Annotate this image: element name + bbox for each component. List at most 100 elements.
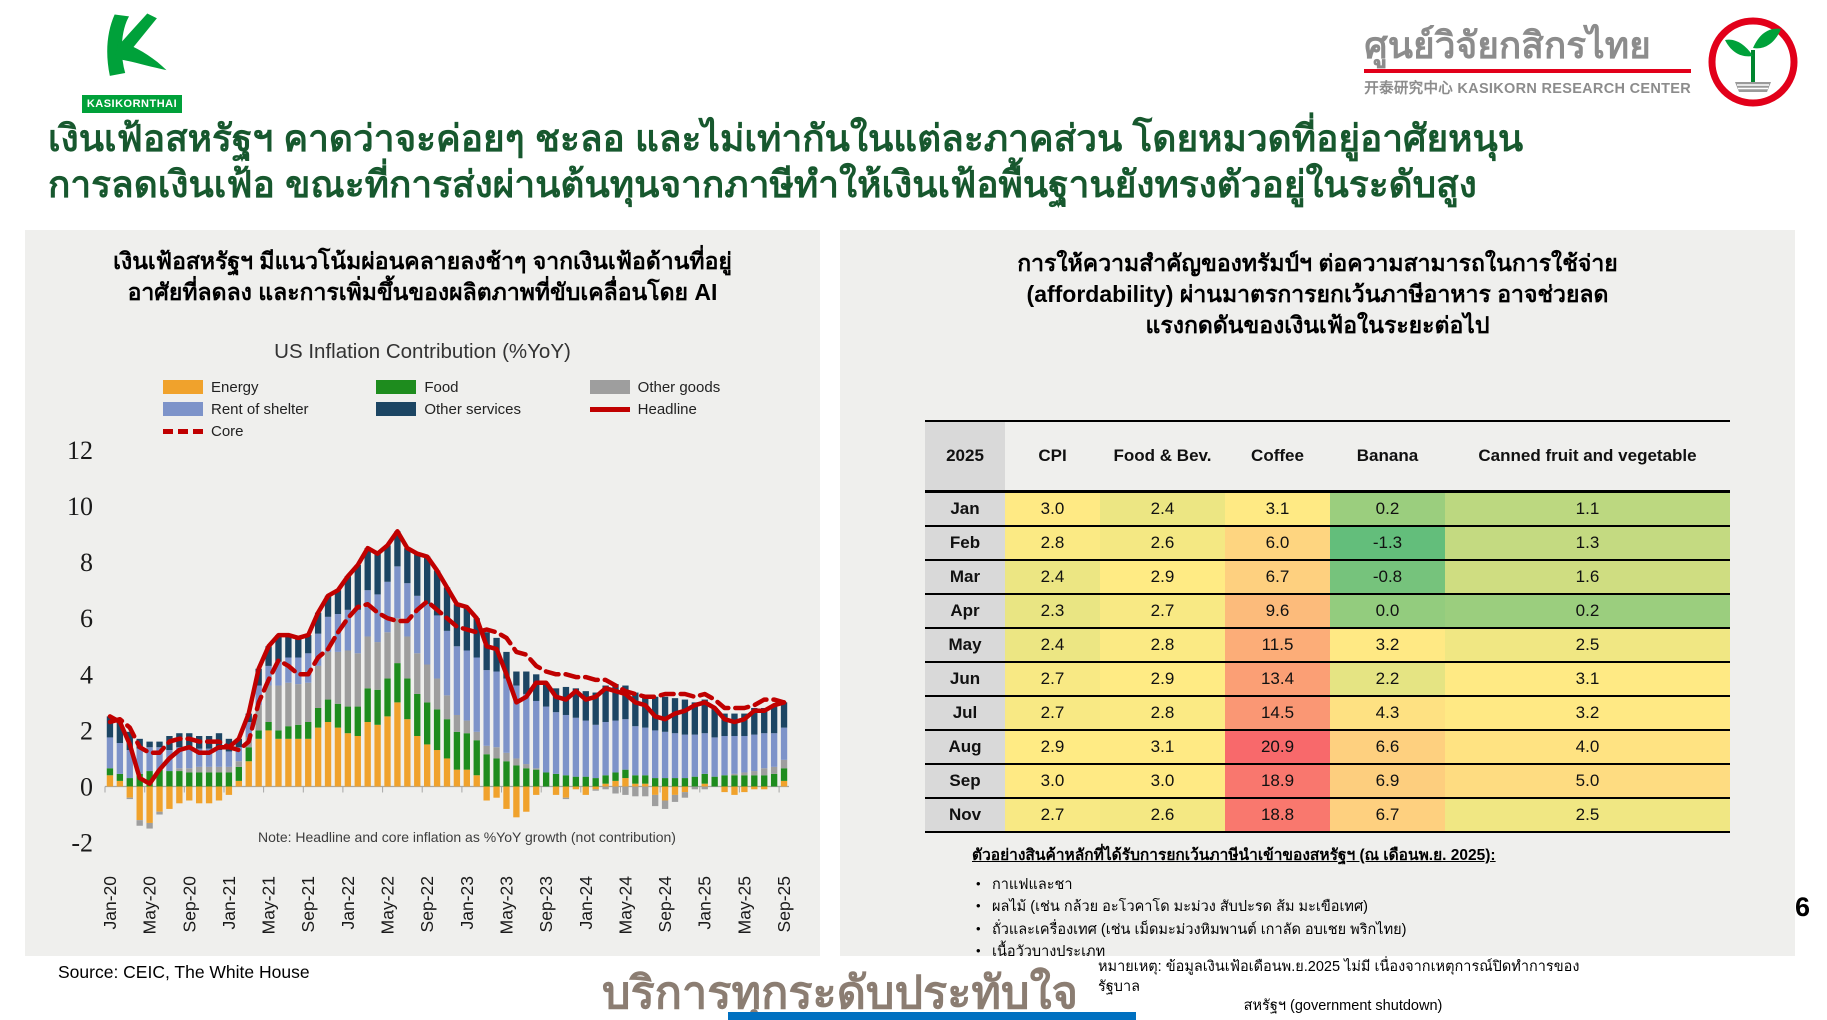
- value-cell: 0.0: [1330, 594, 1445, 629]
- table-row: Jun 2.7 2.9 13.4 2.2 3.1: [925, 662, 1730, 697]
- value-cell: 1.6: [1445, 560, 1730, 595]
- value-cell: 2.7: [1005, 798, 1100, 833]
- value-cell: 3.0: [1005, 764, 1100, 799]
- value-cell: 3.0: [1100, 764, 1225, 799]
- value-cell: 3.1: [1225, 491, 1330, 527]
- value-cell: 6.6: [1330, 730, 1445, 765]
- month-cell: Sep: [925, 764, 1005, 799]
- svg-text:Sep-22: Sep-22: [417, 876, 437, 932]
- value-cell: 4.0: [1445, 730, 1730, 765]
- legend-swatch: [376, 402, 417, 416]
- svg-text:Jan-23: Jan-23: [457, 876, 477, 930]
- svg-text:0: 0: [80, 772, 93, 801]
- value-cell: 2.7: [1005, 662, 1100, 697]
- table-row: Jul 2.7 2.8 14.5 4.3 3.2: [925, 696, 1730, 731]
- column-header-cell: Food & Bev.: [1100, 420, 1225, 493]
- svg-text:Sep-20: Sep-20: [179, 876, 199, 933]
- table-row: Nov 2.7 2.6 18.8 6.7 2.5: [925, 798, 1730, 833]
- svg-text:8: 8: [80, 548, 93, 577]
- value-cell: 6.7: [1330, 798, 1445, 833]
- legend-swatch: [589, 380, 630, 394]
- bank-emblem-icon: [1708, 17, 1798, 107]
- red-rule: [1364, 68, 1691, 73]
- svg-text:Jan-21: Jan-21: [219, 876, 239, 930]
- svg-text:Sep-25: Sep-25: [774, 876, 794, 932]
- source-text: Source: CEIC, The White House: [58, 962, 310, 982]
- exemption-item: เนื้อวัวบางประเภท: [972, 941, 1712, 963]
- table-heading: การให้ความสำคัญของทรัมป์ฯ ต่อความสามารถใ…: [840, 248, 1795, 341]
- value-cell: 6.0: [1225, 526, 1330, 561]
- value-cell: 2.7: [1100, 594, 1225, 629]
- svg-text:May-22: May-22: [378, 876, 398, 934]
- value-cell: 0.2: [1330, 491, 1445, 527]
- month-cell: Jul: [925, 696, 1005, 731]
- svg-text:Jan-25: Jan-25: [695, 876, 715, 930]
- legend-swatch: [376, 380, 417, 394]
- chart-heading: เงินเฟ้อสหรัฐฯ มีแนวโน้มผ่อนคลายลงช้าๆ จ…: [25, 246, 820, 308]
- slide-title-line1: เงินเฟ้อสหรัฐฯ คาดว่าจะค่อยๆ ชะลอ และไม่…: [48, 118, 1524, 159]
- value-cell: 2.3: [1005, 594, 1100, 629]
- month-cell: Mar: [925, 560, 1005, 595]
- legend-item: Food: [376, 379, 589, 396]
- value-cell: 1.1: [1445, 491, 1730, 527]
- table-heading-line2: (affordability) ผ่านมาตรการยกเว้นภาษีอาห…: [1026, 281, 1609, 308]
- value-cell: 2.2: [1330, 662, 1445, 697]
- bottom-blue-bar: [728, 1012, 1136, 1020]
- k-logo-icon: [107, 13, 167, 76]
- table-row: Mar 2.4 2.9 6.7 -0.8 1.6: [925, 560, 1730, 595]
- value-cell: 2.5: [1445, 798, 1730, 833]
- table-header-row: 2025 CPI Food & Bev. Coffee Banana Canned fru…: [925, 420, 1730, 493]
- footer-note-line2: สหรัฐฯ (government shutdown): [1243, 998, 1443, 1015]
- value-cell: 20.9: [1225, 730, 1330, 765]
- chart-heading-line2: อาศัยที่ลดลง และการเพิ่มขึ้นของผลิตภาพที…: [127, 279, 718, 306]
- value-cell: 2.6: [1100, 526, 1225, 561]
- value-cell: 2.8: [1005, 526, 1100, 561]
- table-row: Apr 2.3 2.7 9.6 0.0 0.2: [925, 594, 1730, 629]
- year-header-cell: 2025: [925, 420, 1005, 493]
- legend-label: Other services: [424, 400, 522, 418]
- legend-label: Other goods: [637, 378, 721, 396]
- chart-heading-line1: เงินเฟ้อสหรัฐฯ มีแนวโน้มผ่อนคลายลงช้าๆ จ…: [113, 248, 732, 274]
- legend-item: Headline: [589, 401, 803, 418]
- value-cell: 2.9: [1100, 560, 1225, 595]
- table-row: Feb 2.8 2.6 6.0 -1.3 1.3: [925, 526, 1730, 561]
- legend-label: Core: [211, 422, 244, 440]
- legend-label: Food: [424, 378, 459, 396]
- month-cell: Feb: [925, 526, 1005, 561]
- value-cell: 18.9: [1225, 764, 1330, 799]
- exemption-section: ตัวอย่างสินค้าหลักที่ได้รับการยกเว้นภาษี…: [972, 842, 1712, 964]
- legend-swatch: [163, 380, 203, 394]
- exemption-heading: ตัวอย่างสินค้าหลักที่ได้รับการยกเว้นภาษี…: [972, 847, 1496, 864]
- svg-text:12: 12: [67, 436, 93, 465]
- value-cell: 2.8: [1100, 696, 1225, 731]
- legend-label: Energy: [211, 378, 259, 396]
- column-header-cell: Banana: [1330, 420, 1445, 493]
- value-cell: 6.7: [1225, 560, 1330, 595]
- brand-label: KASIKORNTHAI: [82, 95, 182, 113]
- month-cell: Aug: [925, 730, 1005, 765]
- value-cell: 3.2: [1330, 628, 1445, 663]
- chart-title: US Inflation Contribution (%YoY): [274, 340, 571, 363]
- value-cell: 2.9: [1005, 730, 1100, 765]
- value-cell: 18.8: [1225, 798, 1330, 833]
- legend-item: Other services: [376, 401, 589, 418]
- slide-title-line2: การลดเงินเฟ้อ ขณะที่การส่งผ่านต้นทุนจากภ…: [48, 163, 1477, 205]
- svg-text:Sep-24: Sep-24: [655, 876, 675, 933]
- month-cell: May: [925, 628, 1005, 663]
- watermark: บริการทุกระดับประทับใจ: [602, 967, 1078, 1018]
- legend-item: Rent of shelter: [163, 401, 376, 418]
- research-center-title: ศูนย์วิจัยกสิกรไทย: [1364, 24, 1651, 66]
- value-cell: 3.1: [1445, 662, 1730, 697]
- value-cell: 0.2: [1445, 594, 1730, 629]
- footer-note-line1: หมายเหตุ: ข้อมูลเงินเฟ้อเดือนพ.ย.2025 ไม…: [1098, 959, 1580, 995]
- value-cell: 11.5: [1225, 628, 1330, 663]
- value-cell: 2.4: [1005, 560, 1100, 595]
- exemption-item: ผลไม้ (เช่น กล้วย อะโวคาโด มะม่วง สับปะร…: [972, 896, 1712, 918]
- right-panel: การให้ความสำคัญของทรัมป์ฯ ต่อความสามารถใ…: [840, 230, 1795, 962]
- chart-legend: Energy Food Other goods Rent of shelter Othe…: [163, 376, 803, 442]
- value-cell: 5.0: [1445, 764, 1730, 799]
- svg-text:Jan-24: Jan-24: [576, 876, 596, 930]
- legend-item: Energy: [163, 379, 376, 396]
- value-cell: 3.2: [1445, 696, 1730, 731]
- research-center-logo: ศูนย์วิจัยกสิกรไทย 开泰研究中心 KASIKORN RESEA…: [1364, 16, 1799, 108]
